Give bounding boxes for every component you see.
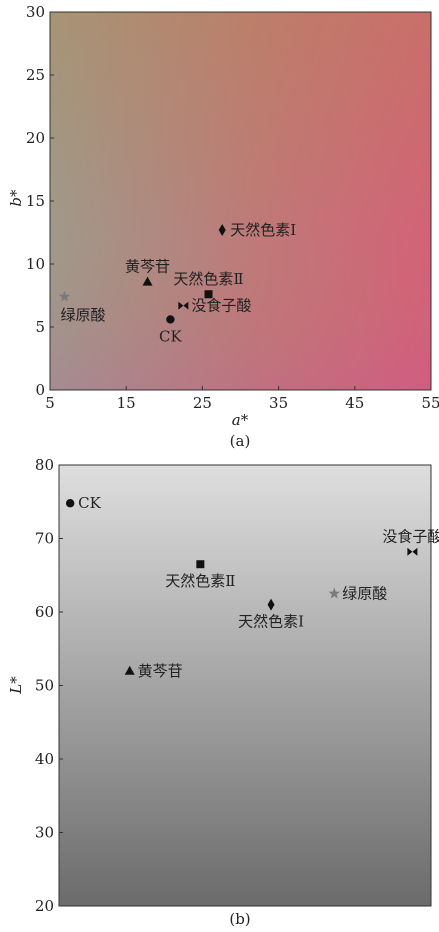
panel-b-point-label: 天然色素Ⅱ bbox=[165, 572, 235, 590]
panel-a-x-tick-label: 35 bbox=[269, 394, 288, 412]
panel-a-y-tick-label: 5 bbox=[35, 318, 45, 336]
panel-b-point-star-marker bbox=[328, 587, 340, 599]
panel-a-y-tick-label: 25 bbox=[26, 66, 45, 84]
panel-b-point-label: 绿原酸 bbox=[342, 585, 387, 603]
panel-a-point-circle-marker bbox=[166, 315, 175, 324]
panel-b-point-triangle-marker bbox=[124, 665, 135, 675]
panel-b-point-label: 黄芩苷 bbox=[138, 662, 183, 680]
panel-b-point-label: 天然色素Ⅰ bbox=[238, 613, 304, 631]
panel-b-y-tick-label: 60 bbox=[35, 603, 54, 621]
panel-a-y-tick-label: 30 bbox=[26, 3, 45, 21]
panel-b-y-tick-label: 40 bbox=[35, 750, 54, 768]
panel-b-label: (b) bbox=[229, 910, 250, 928]
panel-b-y-tick-label: 70 bbox=[35, 530, 54, 548]
panel-a-x-tick-label: 55 bbox=[421, 394, 439, 412]
panel-a-y-axis-label: b* bbox=[7, 189, 25, 207]
panel-a-point-label: 天然色素Ⅱ bbox=[173, 270, 243, 288]
panel-a-point-square-marker bbox=[204, 290, 213, 299]
panel-a-x-tick-label: 15 bbox=[117, 394, 136, 412]
panel-a-point-label: 黄芩苷 bbox=[125, 258, 170, 276]
panel-a-point-label: 天然色素Ⅰ bbox=[230, 221, 296, 239]
panel-a-y-ticks: 0 5 10 15 20 25 30 bbox=[26, 3, 54, 399]
panel-b-point-bowtie-marker bbox=[407, 547, 418, 556]
panel-b-y-tick-label: 50 bbox=[35, 677, 54, 695]
panel-b-y-tick-label: 20 bbox=[35, 897, 54, 915]
panel-b-y-axis-label: L* bbox=[7, 676, 25, 695]
panel-b-y-ticks: 20 30 40 50 60 70 80 bbox=[35, 456, 63, 915]
panel-b-plot-area bbox=[59, 465, 431, 906]
panel-a-point-triangle-marker bbox=[142, 276, 153, 286]
panel-b-point-square-marker bbox=[196, 560, 205, 569]
panel-a-x-axis-label: a* bbox=[232, 411, 249, 429]
panel-a-x-ticks: 5 15 25 35 45 55 bbox=[45, 386, 439, 412]
panel-a-point-star-marker bbox=[58, 290, 71, 302]
panel-b-y-tick-label: 80 bbox=[35, 456, 54, 474]
panel-b-point-circle-marker bbox=[65, 499, 75, 508]
panel-b-y-tick-label: 30 bbox=[35, 824, 54, 842]
panel-a-y-tick-label: 15 bbox=[26, 192, 45, 210]
panel-a-point-bowtie-marker bbox=[178, 301, 189, 310]
panel-a-x-tick-label: 5 bbox=[45, 394, 55, 412]
panel-a-plot-tint bbox=[50, 12, 431, 390]
panel-a-point-label: 绿原酸 bbox=[60, 306, 105, 324]
panel-a-x-tick-label: 25 bbox=[193, 394, 212, 412]
panel-a-y-tick-label: 0 bbox=[35, 381, 45, 399]
panel-a-point-label: CK bbox=[159, 327, 182, 345]
panel-a-y-tick-label: 20 bbox=[26, 129, 45, 147]
panel-a-y-tick-label: 10 bbox=[26, 255, 45, 273]
panel-b-point-label: 没食子酸 bbox=[382, 528, 439, 546]
panel-a-point-label: 没食子酸 bbox=[191, 297, 251, 315]
panel-b-point-diamond-marker bbox=[267, 598, 275, 611]
panel-a-x-tick-label: 45 bbox=[345, 394, 364, 412]
panel-b-point-label: CK bbox=[78, 494, 101, 512]
panel-a-label: (a) bbox=[230, 432, 251, 450]
panel-a-point-diamond-marker bbox=[218, 223, 226, 236]
